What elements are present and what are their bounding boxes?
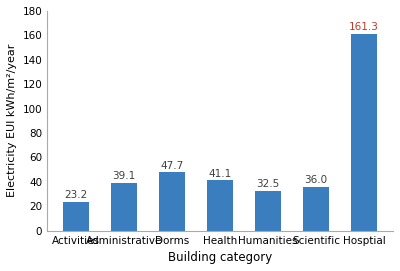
Bar xyxy=(351,34,377,231)
Text: 47.7: 47.7 xyxy=(160,161,184,170)
Text: 32.5: 32.5 xyxy=(256,179,280,189)
Y-axis label: Electricity EUI kWh/m²/year: Electricity EUI kWh/m²/year xyxy=(7,44,17,198)
Text: 36.0: 36.0 xyxy=(304,175,328,185)
Bar xyxy=(303,187,329,231)
Text: 23.2: 23.2 xyxy=(64,191,88,201)
Bar xyxy=(111,183,137,231)
Bar xyxy=(63,202,89,231)
Text: 39.1: 39.1 xyxy=(112,171,136,181)
Text: 161.3: 161.3 xyxy=(349,22,379,32)
Bar xyxy=(255,191,281,231)
Bar xyxy=(159,172,185,231)
Text: 41.1: 41.1 xyxy=(208,169,232,179)
Bar xyxy=(207,180,233,231)
X-axis label: Building category: Building category xyxy=(168,251,272,264)
